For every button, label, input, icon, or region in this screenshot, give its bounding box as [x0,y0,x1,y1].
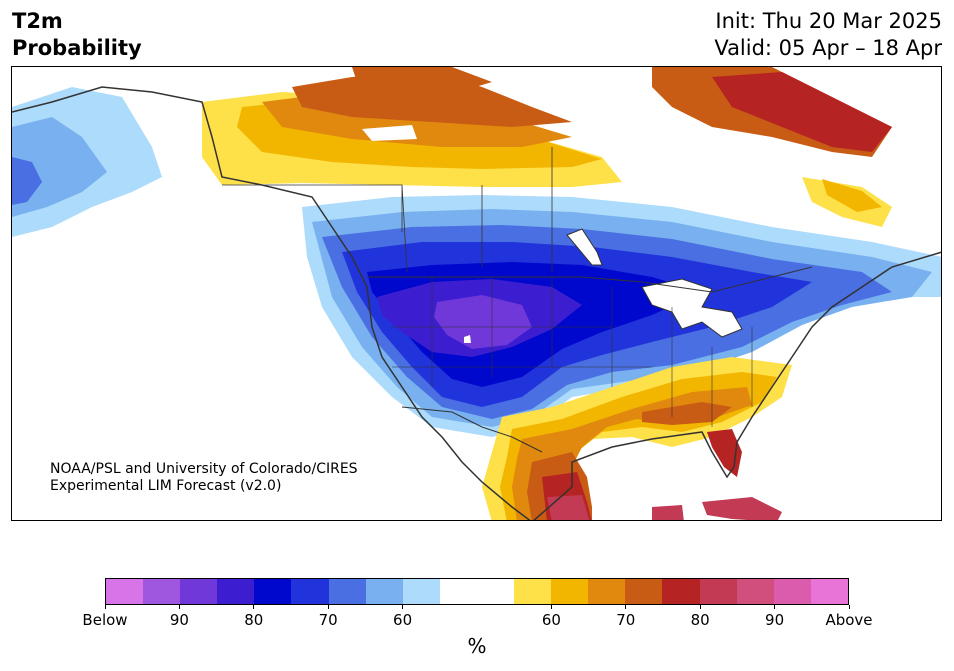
map-title: T2m Probability [12,8,142,62]
forecast-dates: Init: Thu 20 Mar 2025 Valid: 05 Apr – 18… [714,8,942,62]
forecast-map: NOAA/PSL and University of Colorado/CIRE… [11,66,942,521]
great-lakes [641,278,743,338]
colorbar-segment [328,579,366,604]
us-mexico-border [401,406,543,453]
colorbar-tick-mark [848,605,850,609]
us-canada-border [367,266,813,293]
colorbar-segment [402,579,440,604]
great-salt-lake [464,335,471,343]
colorbar-segment [476,579,515,604]
colorbar-tick-mark [625,605,627,609]
colorbar-tick-label: 80 [244,611,264,629]
colorbar-tick-label: Below [82,611,128,629]
colorbar-segment [106,579,144,604]
colorbar-segment [551,579,589,604]
colorbar-segment [810,579,848,604]
colorbar-segment [254,579,292,604]
valid-period: Valid: 05 Apr – 18 Apr [714,36,942,60]
map-credit: NOAA/PSL and University of Colorado/CIRE… [50,461,358,495]
colorbar [105,578,849,605]
cold-violet-core [434,295,532,349]
labrador-warm-yellow [822,179,882,212]
mexico-pink [547,495,590,520]
alaska-cold-light [12,117,107,217]
colorbar-tick-label: 60 [541,611,561,629]
arctic-islands-warm [352,67,492,97]
colorbar-segment [699,579,737,604]
yucatan-warm [652,505,684,520]
colorbar-tick-label: 90 [765,611,785,629]
init-date: Init: Thu 20 Mar 2025 [715,9,942,33]
canada-warm-mid [292,72,572,127]
colorbar-tick-mark [402,605,404,609]
province-borders [222,147,553,273]
colorbar-tick-label: 60 [393,611,413,629]
colorbar-tick-mark [178,605,180,609]
colorbar-tick-label: 90 [169,611,189,629]
colorbar-tick-mark [774,605,776,609]
greenland-warm-strong [712,72,892,152]
colorbar-segment [180,579,218,604]
colorbar-segment [439,579,477,604]
credit-line-2: Experimental LIM Forecast (v2.0) [50,478,282,494]
title-type: Probability [12,36,142,60]
credit-line-1: NOAA/PSL and University of Colorado/CIRE… [50,461,358,477]
colorbar-segment [773,579,811,604]
colorbar-segment [217,579,255,604]
se-warm-mid [642,402,732,425]
colorbar-tick-label: 70 [616,611,636,629]
coastline [12,86,941,520]
colorbar-segment [662,579,700,604]
title-variable: T2m [12,9,63,33]
probability-map-svg [12,67,941,520]
colorbar-segment [143,579,181,604]
colorbar-segment [588,579,626,604]
florida-warm-strong [707,429,742,477]
hudson-bay-white [362,125,417,141]
state-borders [392,277,753,427]
colorbar-tick-label: Above [825,611,873,629]
colorbar-segment [514,579,552,604]
colorbar-tick-label: 70 [318,611,338,629]
colorbar-segment [625,579,663,604]
colorbar-segment [365,579,403,604]
colorbar-unit: % [467,634,487,658]
cuba-warm [702,497,782,520]
alaska-cold-mid [12,157,42,205]
lake-winnipeg [566,228,603,266]
colorbar-tick-mark [550,605,552,609]
colorbar-tick-mark [327,605,329,609]
colorbar-tick-mark [699,605,701,609]
colorbar-segment [736,579,774,604]
colorbar-tick-label: 80 [690,611,710,629]
colorbar-tick-mark [253,605,255,609]
colorbar-segment [291,579,329,604]
colorbar-tick-mark [104,605,106,609]
